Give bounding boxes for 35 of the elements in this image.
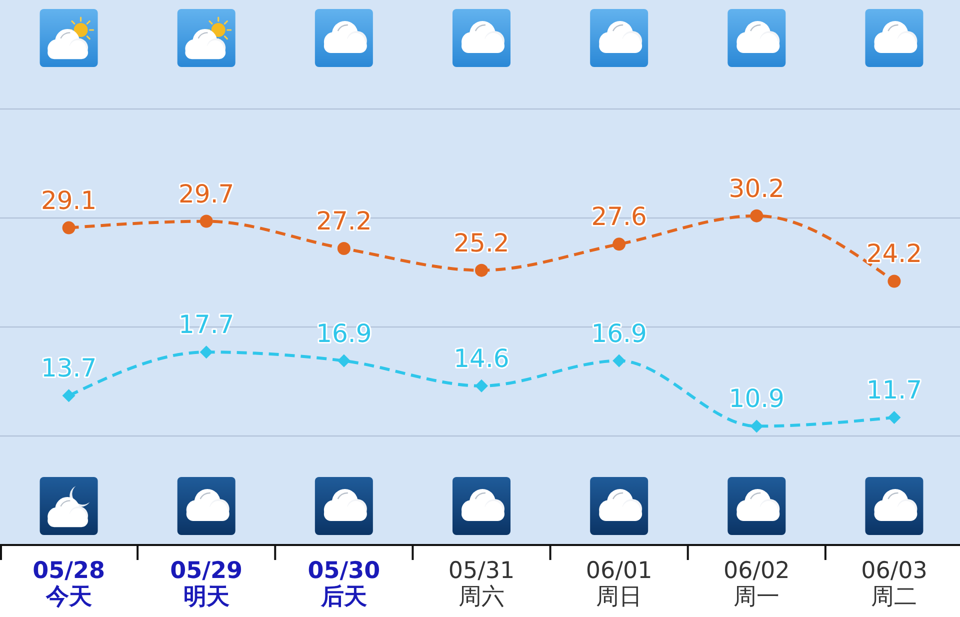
point — [475, 379, 488, 392]
data-label: 16.9 — [591, 318, 647, 348]
point — [750, 420, 764, 433]
point — [888, 274, 901, 288]
x-tick-label: 06/02 周一 — [723, 558, 790, 610]
data-label: 27.2 — [316, 206, 372, 236]
data-label: 14.6 — [454, 344, 510, 373]
point — [612, 238, 626, 251]
data-label: 10.9 — [728, 384, 784, 414]
x-tick-label: 06/03 周二 — [861, 558, 928, 610]
point — [200, 214, 213, 228]
point — [888, 410, 901, 424]
point — [337, 354, 350, 368]
point — [475, 264, 488, 277]
data-label: 13.7 — [40, 354, 97, 383]
point — [200, 346, 213, 359]
data-label: 25.2 — [454, 228, 510, 258]
x-tick-label: 05/28 今天 — [32, 558, 105, 610]
data-label: 29.7 — [178, 179, 234, 208]
x-tick-label: 06/01 周日 — [586, 558, 652, 610]
point — [337, 242, 350, 256]
point — [62, 389, 76, 402]
data-label: 27.6 — [591, 202, 647, 232]
x-tick-label: 05/30 后天 — [308, 558, 380, 610]
x-tick-label: 05/29 明天 — [170, 558, 243, 610]
x-tick-label: 05/31 周六 — [448, 558, 515, 610]
point — [750, 209, 764, 222]
point — [612, 354, 626, 368]
data-label: 16.9 — [316, 318, 372, 348]
point — [62, 221, 76, 234]
data-label: 17.7 — [178, 310, 234, 340]
data-label: 24.2 — [866, 239, 922, 268]
data-label: 30.2 — [728, 174, 784, 203]
data-label: 29.1 — [40, 186, 97, 215]
data-label: 11.7 — [866, 375, 922, 404]
